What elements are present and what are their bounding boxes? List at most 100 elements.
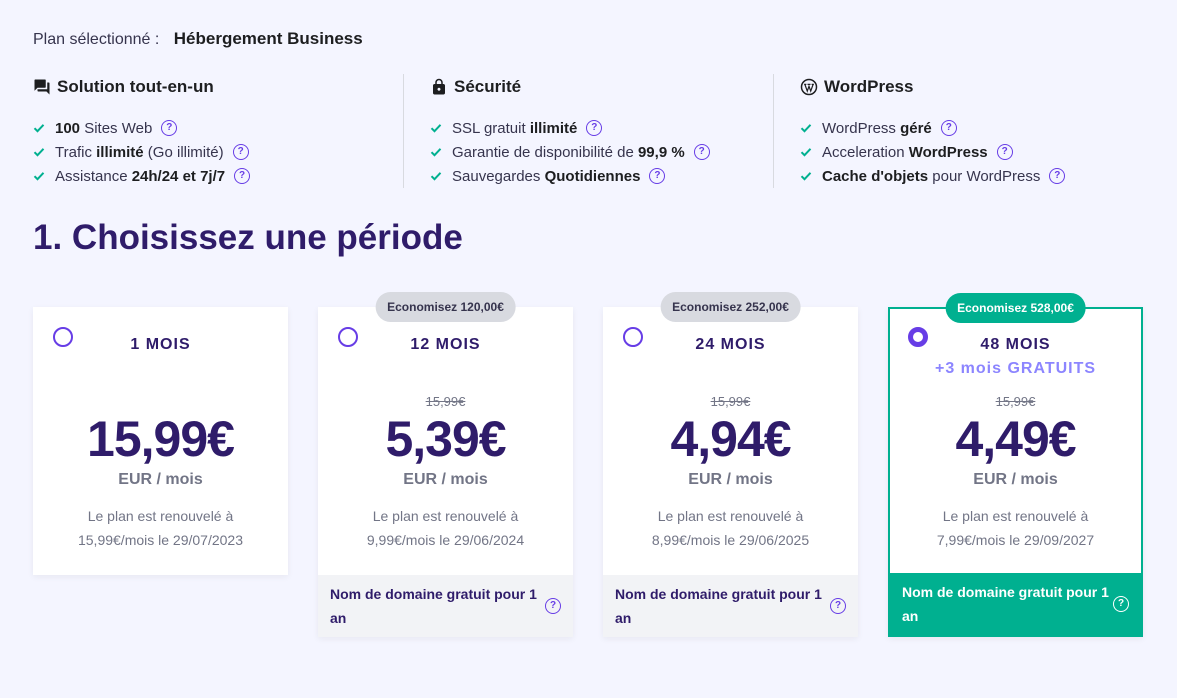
feature-text: 100 Sites Web	[55, 119, 153, 137]
feature-item: Garantie de disponibilité de 99,9 % ?	[430, 140, 773, 164]
price-unit: EUR / mois	[688, 471, 773, 488]
feature-text: Acceleration WordPress	[822, 143, 988, 161]
old-price: 15,99€	[710, 394, 751, 409]
card-footer: Nom de domaine gratuit pour 1 an ?	[318, 575, 573, 637]
feature-heading-text: WordPress	[824, 77, 914, 96]
period-radio-selected[interactable]	[908, 327, 928, 347]
selected-plan-label: Plan sélectionné :	[33, 31, 160, 48]
period-label: 24 MOIS	[695, 336, 766, 353]
help-icon[interactable]: ?	[996, 144, 1013, 160]
period-card-48-months[interactable]: Economisez 528,00€ 48 MOIS +3 mois GRATU…	[888, 293, 1143, 637]
feature-text: Garantie de disponibilité de 99,9 %	[452, 143, 685, 161]
savings-badge: Economisez 252,00€	[660, 292, 801, 322]
card-footer: Nom de domaine gratuit pour 1 an ?	[603, 575, 858, 637]
help-icon[interactable]: ?	[232, 144, 249, 160]
feature-list: SSL gratuit illimité ? Garantie de dispo…	[430, 116, 773, 188]
check-icon	[800, 124, 812, 133]
renewal-price: 7,99€/mois le 29/09/2027	[936, 532, 1095, 548]
period-card-24-months[interactable]: Economisez 252,00€ 24 MOIS 15,99€ 4,94€ …	[603, 292, 858, 637]
period-radio[interactable]	[338, 327, 358, 347]
help-icon[interactable]: ?	[545, 598, 561, 614]
price-unit: EUR / mois	[973, 471, 1058, 488]
renewal-text: Le plan est renouvelé à	[942, 508, 1089, 524]
renewal-text: Le plan est renouvelé à	[372, 508, 519, 524]
period-label: 1 MOIS	[130, 336, 191, 353]
chat-icon	[34, 79, 50, 95]
period-label: 48 MOIS	[980, 336, 1051, 353]
selected-plan-name: Hébergement Business	[173, 29, 363, 48]
feature-column-wordpress: WordPress WordPress géré ? Acceleration …	[773, 74, 1143, 188]
features-section: Solution tout-en-un 100 Sites Web ? Traf…	[33, 74, 1143, 188]
feature-list: 100 Sites Web ? Trafic illimité (Go illi…	[33, 116, 403, 188]
period-card-12-months[interactable]: Economisez 120,00€ 12 MOIS 15,99€ 5,39€ …	[318, 292, 573, 637]
renewal-text: Le plan est renouvelé à	[657, 508, 804, 524]
feature-item: Sauvegardes Quotidiennes ?	[430, 164, 773, 188]
period-radio[interactable]	[623, 327, 643, 347]
feature-item: 100 Sites Web ?	[33, 116, 403, 140]
help-icon[interactable]: ?	[693, 144, 710, 160]
section-title: 1. Choisissez une période	[33, 218, 463, 257]
renewal-price: 8,99€/mois le 29/06/2025	[651, 532, 810, 548]
feature-item: WordPress géré ?	[800, 116, 1143, 140]
feature-text: WordPress géré	[822, 119, 932, 137]
period-radio[interactable]	[53, 327, 73, 347]
check-icon	[33, 124, 45, 133]
free-domain-text: Nom de domaine gratuit pour 1 an	[902, 584, 1109, 624]
price: 15,99€	[87, 411, 235, 467]
feature-heading: WordPress	[800, 74, 1143, 100]
feature-item: Assistance 24h/24 et 7j/7 ?	[33, 164, 403, 188]
help-icon[interactable]: ?	[1113, 596, 1129, 612]
renewal-info: Le plan est renouvelé à 15,99€/mois le 2…	[33, 504, 288, 552]
savings-badge: Economisez 528,00€	[945, 293, 1086, 323]
help-icon[interactable]: ?	[940, 120, 957, 136]
feature-item: Acceleration WordPress ?	[800, 140, 1143, 164]
help-icon[interactable]: ?	[586, 120, 603, 136]
selected-plan: Plan sélectionné : Hébergement Business	[33, 29, 363, 49]
feature-text: SSL gratuit illimité	[452, 119, 578, 137]
check-icon	[800, 172, 812, 181]
help-icon[interactable]: ?	[161, 120, 178, 136]
period-card-1-month[interactable]: 1 MOIS 15,99€ EUR / mois Le plan est ren…	[33, 307, 288, 575]
price: 4,49€	[955, 411, 1076, 467]
period-label: 12 MOIS	[410, 336, 481, 353]
free-domain-text: Nom de domaine gratuit pour 1 an	[615, 586, 822, 626]
savings-badge: Economisez 120,00€	[375, 292, 516, 322]
feature-column-all-in-one: Solution tout-en-un 100 Sites Web ? Traf…	[33, 74, 403, 188]
wordpress-icon	[800, 78, 818, 96]
check-icon	[800, 148, 812, 157]
feature-text: Assistance 24h/24 et 7j/7	[55, 167, 226, 185]
feature-column-security: Sécurité SSL gratuit illimité ? Garantie…	[403, 74, 773, 188]
feature-list: WordPress géré ? Acceleration WordPress …	[800, 116, 1143, 188]
renewal-info: Le plan est renouvelé à 7,99€/mois le 29…	[890, 504, 1141, 552]
check-icon	[430, 172, 442, 181]
renewal-text: Le plan est renouvelé à	[87, 508, 234, 524]
lock-icon	[433, 78, 445, 95]
renewal-info: Le plan est renouvelé à 8,99€/mois le 29…	[603, 504, 858, 552]
feature-text: Sauvegardes Quotidiennes	[452, 167, 641, 185]
feature-text: Cache d'objets pour WordPress	[822, 167, 1041, 185]
card-footer: Nom de domaine gratuit pour 1 an ?	[890, 573, 1141, 635]
help-icon[interactable]: ?	[234, 168, 251, 184]
feature-item: SSL gratuit illimité ?	[430, 116, 773, 140]
feature-item: Trafic illimité (Go illimité) ?	[33, 140, 403, 164]
price: 4,94€	[670, 411, 791, 467]
check-icon	[33, 172, 45, 181]
renewal-price: 9,99€/mois le 29/06/2024	[366, 532, 525, 548]
feature-heading: Solution tout-en-un	[33, 74, 403, 100]
check-icon	[430, 124, 442, 133]
help-icon[interactable]: ?	[649, 168, 666, 184]
price-unit: EUR / mois	[118, 471, 203, 488]
feature-heading: Sécurité	[430, 74, 773, 100]
old-price: 15,99€	[425, 394, 466, 409]
help-icon[interactable]: ?	[830, 598, 846, 614]
check-icon	[430, 148, 442, 157]
renewal-price: 15,99€/mois le 29/07/2023	[77, 532, 243, 548]
feature-text: Trafic illimité (Go illimité)	[55, 143, 224, 161]
feature-heading-text: Solution tout-en-un	[57, 77, 214, 96]
free-domain-text: Nom de domaine gratuit pour 1 an	[330, 586, 537, 626]
feature-heading-text: Sécurité	[454, 77, 522, 96]
renewal-info: Le plan est renouvelé à 9,99€/mois le 29…	[318, 504, 573, 552]
bonus-label: +3 mois GRATUITS	[934, 360, 1097, 377]
price: 5,39€	[385, 411, 506, 467]
help-icon[interactable]: ?	[1049, 168, 1066, 184]
